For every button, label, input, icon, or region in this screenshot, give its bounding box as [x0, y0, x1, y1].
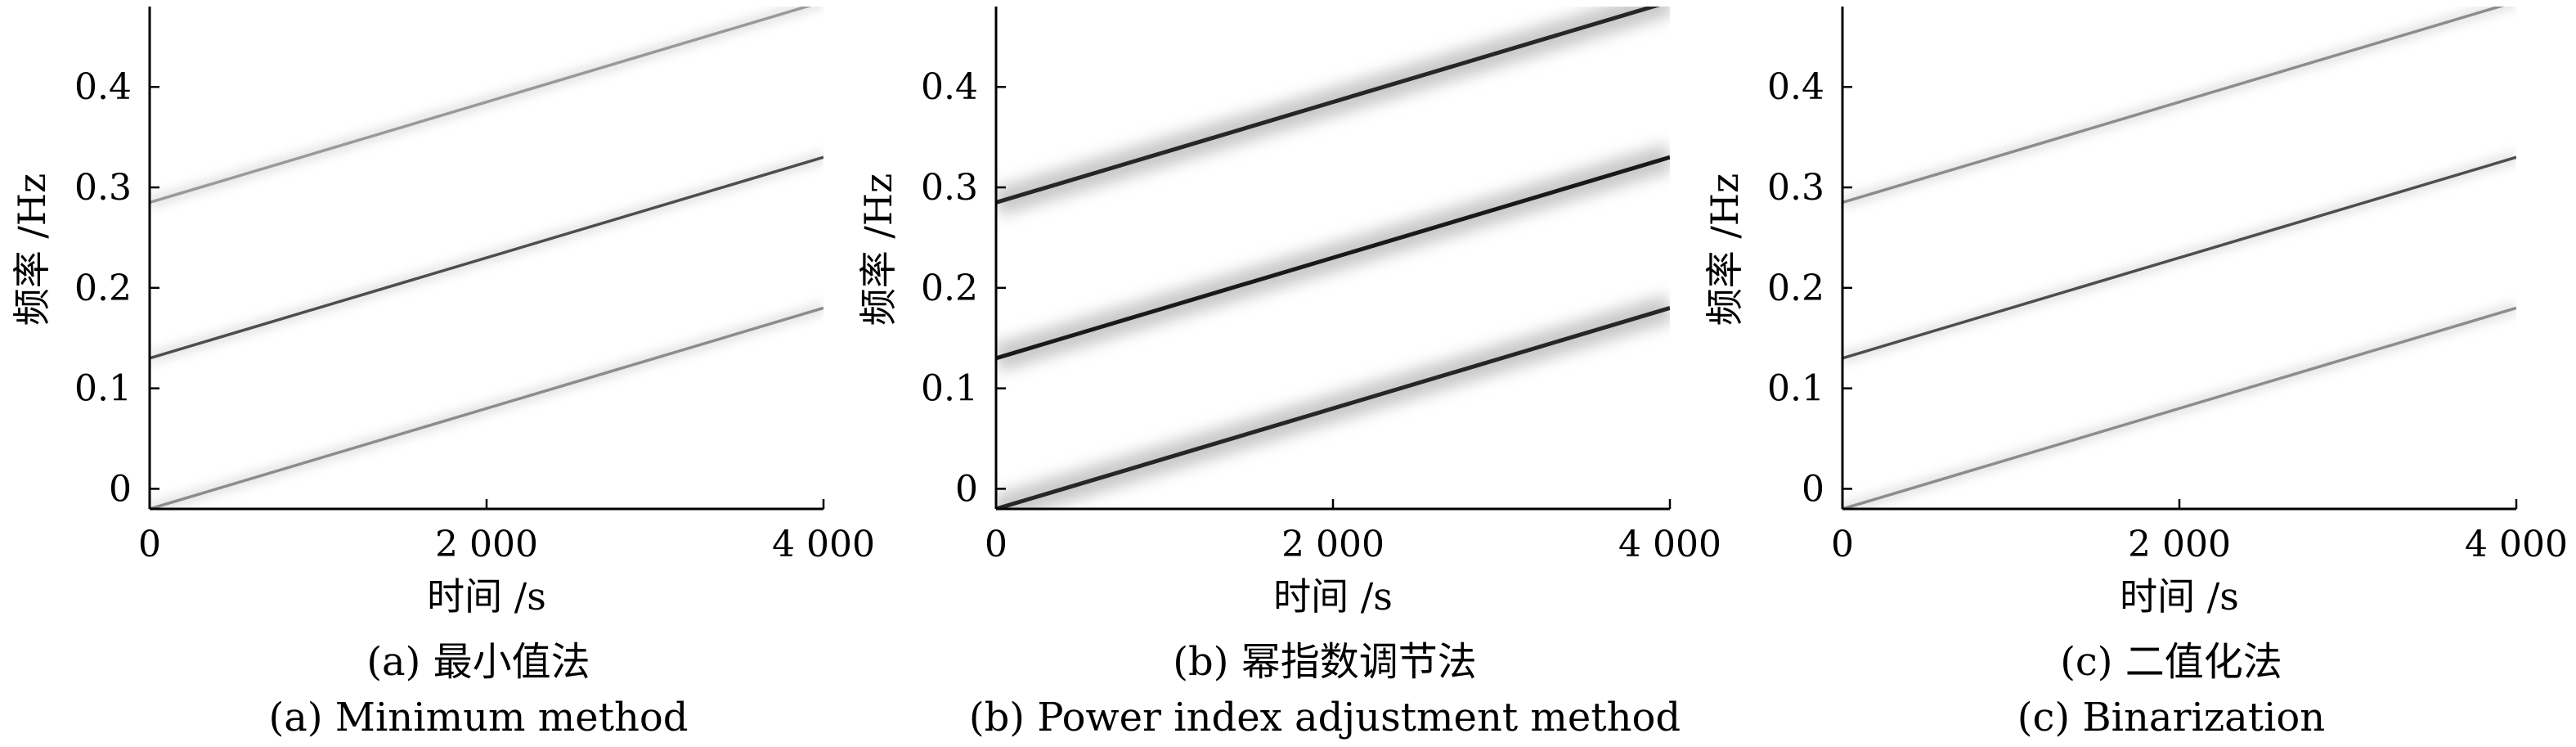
- series-line: [996, 155, 1670, 361]
- x-tick-label: 4 000: [772, 524, 875, 565]
- y-tick-label: 0.4: [921, 66, 978, 108]
- x-tick-label: 0: [985, 524, 1008, 565]
- panel-c: 0 2 000 4 000 0 0.1 0.2 0.3 0.4 时间 /s 频率 /Hz (c) 二…: [1703, 7, 2568, 740]
- plot-area: [996, 7, 1670, 509]
- x-tick-label: 2 000: [2128, 524, 2231, 565]
- x-axis-label: 时间 /s: [1273, 574, 1393, 619]
- series-line: [1842, 306, 2516, 509]
- panel-a: 0 2 000 4 000 0 0.1 0.2 0.3 0.4 时间 /s 频率 /Hz (a) 最…: [10, 7, 875, 740]
- x-tick-label: 4 000: [1618, 524, 1721, 565]
- y-tick-label: 0.4: [1767, 66, 1824, 108]
- caption-en: (a) Minimum method: [268, 695, 688, 740]
- y-tick-label: 0.1: [1767, 368, 1824, 410]
- y-tick-label: 0: [955, 468, 978, 510]
- y-tick-label: 0.1: [74, 368, 132, 410]
- y-tick-label: 0.4: [74, 66, 132, 108]
- y-axis-label: 频率 /Hz: [10, 173, 54, 326]
- series-line: [150, 306, 824, 509]
- y-axis-label: 频率 /Hz: [856, 173, 900, 326]
- caption-cn: (c) 二值化法: [2060, 639, 2282, 685]
- x-tick-label: 2 000: [1281, 524, 1384, 565]
- series-line: [150, 155, 824, 360]
- x-tick-label: 0: [1831, 524, 1854, 565]
- series-line: [996, 306, 1670, 509]
- y-tick-label: 0: [1802, 468, 1824, 510]
- panel-b: 0 2 000 4 000 0 0.1 0.2 0.3 0.4 时间 /s 频率 /Hz (b) 幂…: [856, 7, 1721, 740]
- series-line: [1842, 7, 2505, 205]
- caption-cn: (b) 幂指数调节法: [1173, 639, 1476, 685]
- y-axis-label: 频率 /Hz: [1703, 173, 1747, 326]
- y-tick-label: 0.3: [74, 167, 132, 209]
- y-tick-label: 0: [109, 468, 132, 510]
- series-line: [996, 7, 1661, 205]
- y-tick-label: 0.3: [1767, 167, 1824, 209]
- caption-en: (c) Binarization: [2017, 695, 2325, 740]
- plot-area: [1842, 7, 2516, 509]
- y-tick-label: 0.2: [74, 268, 132, 309]
- series-line: [150, 7, 812, 205]
- y-tick-label: 0.3: [921, 167, 978, 209]
- y-tick-label: 0.2: [921, 268, 978, 309]
- caption-cn: (a) 最小值法: [366, 639, 590, 685]
- x-tick-label: 4 000: [2465, 524, 2568, 565]
- series-line: [1842, 155, 2516, 360]
- x-axis-label: 时间 /s: [2120, 574, 2239, 619]
- y-tick-label: 0.1: [921, 368, 978, 410]
- x-axis-label: 时间 /s: [427, 574, 546, 619]
- y-tick-label: 0.2: [1767, 268, 1824, 309]
- x-tick-label: 0: [138, 524, 161, 565]
- caption-en: (b) Power index adjustment method: [969, 695, 1681, 740]
- x-tick-label: 2 000: [435, 524, 538, 565]
- plot-area: [150, 7, 824, 509]
